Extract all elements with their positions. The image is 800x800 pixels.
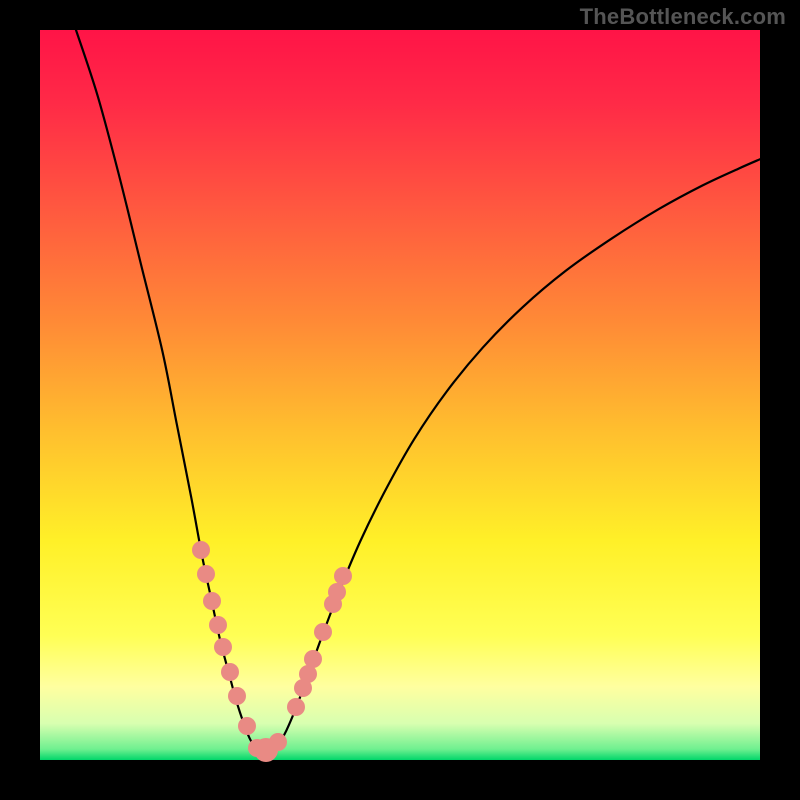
data-point	[254, 738, 278, 762]
data-point	[197, 565, 215, 583]
data-point	[203, 592, 221, 610]
plot-area	[40, 30, 760, 760]
data-point	[328, 583, 346, 601]
data-point	[334, 567, 352, 585]
chart-root: TheBottleneck.com	[0, 0, 800, 800]
watermark-label: TheBottleneck.com	[580, 4, 786, 30]
data-point	[214, 638, 232, 656]
data-point	[221, 663, 239, 681]
data-point	[209, 616, 227, 634]
dots-layer	[40, 30, 760, 760]
data-point	[238, 717, 256, 735]
data-point	[192, 541, 210, 559]
data-point	[228, 687, 246, 705]
data-point	[314, 623, 332, 641]
data-point	[287, 698, 305, 716]
data-point	[304, 650, 322, 668]
